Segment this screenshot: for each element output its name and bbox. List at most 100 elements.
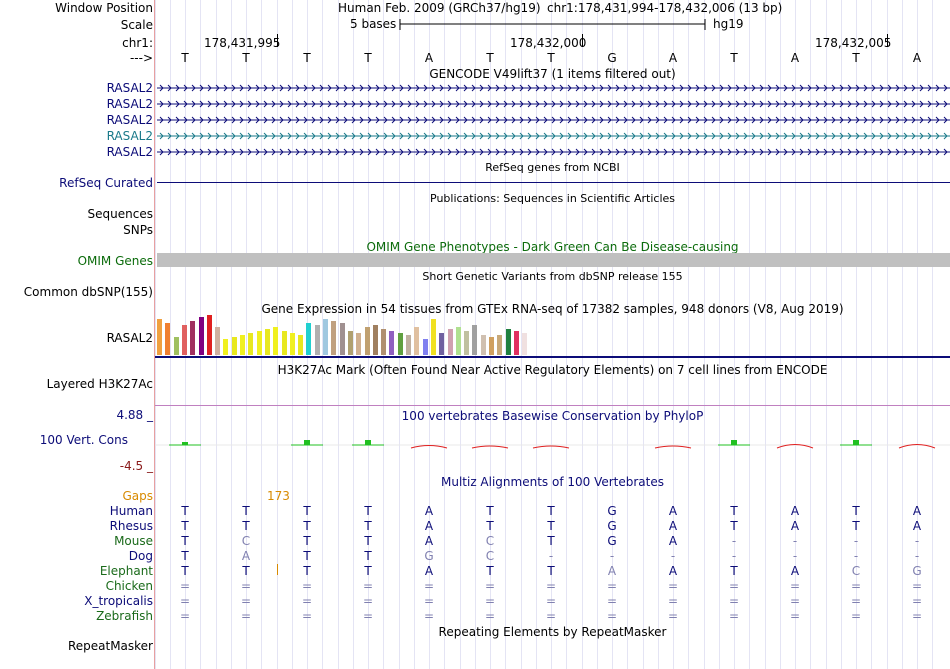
gtex-tissue-bar[interactable] xyxy=(256,331,262,355)
gtex-tissue-bar[interactable] xyxy=(447,329,453,355)
gtex-bar-chart[interactable] xyxy=(157,315,537,355)
species-label[interactable]: Mouse xyxy=(114,534,153,548)
gtex-tissue-bar[interactable] xyxy=(364,327,370,355)
grid-line xyxy=(505,0,506,669)
aligned-base: = xyxy=(484,594,496,608)
gtex-tissue-bar[interactable] xyxy=(289,333,295,355)
gtex-tissue-bar[interactable] xyxy=(306,323,312,355)
gencode-gene-model[interactable] xyxy=(157,99,950,109)
gtex-tissue-bar[interactable] xyxy=(223,339,229,355)
window-position[interactable]: chr1:178,431,994-178,432,006 (13 bp) xyxy=(547,1,783,15)
gtex-tissue-bar[interactable] xyxy=(190,321,196,355)
gtex-tissue-bar[interactable] xyxy=(181,325,187,355)
gencode-gene-label[interactable]: RASAL2 xyxy=(106,113,153,127)
omim-gene-bar[interactable] xyxy=(157,253,950,267)
gtex-label[interactable]: RASAL2 xyxy=(106,331,153,345)
h3k27ac-title[interactable]: H3K27Ac Mark (Often Found Near Active Re… xyxy=(277,363,828,377)
dbsnp-label[interactable]: Common dbSNP(155) xyxy=(23,285,153,299)
species-label[interactable]: X_tropicalis xyxy=(84,594,153,608)
dbsnp-title[interactable]: Short Genetic Variants from dbSNP releas… xyxy=(422,270,683,283)
gtex-tissue-bar[interactable] xyxy=(414,327,420,355)
grid-line xyxy=(566,0,567,669)
gtex-tissue-bar[interactable] xyxy=(489,337,494,355)
gtex-tissue-bar[interactable] xyxy=(356,333,362,355)
multiz-title[interactable]: Multiz Alignments of 100 Vertebrates xyxy=(440,475,665,489)
gtex-tissue-bar[interactable] xyxy=(439,333,445,355)
gtex-tissue-bar[interactable] xyxy=(298,335,304,355)
gtex-tissue-bar[interactable] xyxy=(248,333,254,355)
gtex-tissue-bar[interactable] xyxy=(314,325,320,355)
gencode-title[interactable]: GENCODE V49lift37 (1 items filtered out) xyxy=(429,67,676,81)
repeat-title[interactable]: Repeating Elements by RepeatMasker xyxy=(438,625,667,639)
species-label[interactable]: Elephant xyxy=(99,564,153,578)
reference-base: T xyxy=(730,51,738,65)
gencode-gene-label[interactable]: RASAL2 xyxy=(106,97,153,111)
gtex-tissue-bar[interactable] xyxy=(206,315,212,355)
gtex-tissue-bar[interactable] xyxy=(264,329,270,355)
repeat-label[interactable]: RepeatMasker xyxy=(67,639,153,653)
gencode-gene-model[interactable] xyxy=(157,131,950,141)
gtex-tissue-bar[interactable] xyxy=(157,319,162,355)
gencode-gene-label[interactable]: RASAL2 xyxy=(106,145,153,159)
refseq-title[interactable]: RefSeq genes from NCBI xyxy=(485,161,620,174)
gtex-tissue-bar[interactable] xyxy=(173,337,179,355)
gtex-tissue-bar[interactable] xyxy=(497,335,503,355)
gtex-tissue-bar[interactable] xyxy=(347,331,353,355)
gtex-tissue-bar[interactable] xyxy=(339,323,345,355)
gtex-tissue-bar[interactable] xyxy=(505,329,511,355)
gtex-tissue-bar[interactable] xyxy=(472,325,478,355)
gencode-gene-model[interactable] xyxy=(157,83,950,93)
gtex-tissue-bar[interactable] xyxy=(215,327,221,355)
aligned-base: = xyxy=(850,609,862,623)
gtex-tissue-bar[interactable] xyxy=(480,335,486,355)
gtex-tissue-bar[interactable] xyxy=(397,333,403,355)
gencode-gene-label[interactable]: RASAL2 xyxy=(106,81,153,95)
gtex-tissue-bar[interactable] xyxy=(165,323,171,355)
gencode-gene-model[interactable] xyxy=(157,115,950,125)
sequences-label[interactable]: Sequences xyxy=(87,207,153,221)
species-label[interactable]: Rhesus xyxy=(109,519,153,533)
gtex-tissue-bar[interactable] xyxy=(430,319,436,355)
refseq-gene-line[interactable] xyxy=(157,182,950,183)
gtex-tissue-bar[interactable] xyxy=(331,321,337,355)
aligned-base: C xyxy=(485,549,495,563)
gtex-tissue-bar[interactable] xyxy=(455,327,461,355)
gtex-tissue-bar[interactable] xyxy=(522,333,528,355)
gtex-tissue-bar[interactable] xyxy=(513,331,519,355)
omim-label[interactable]: OMIM Genes xyxy=(77,254,153,268)
publications-title[interactable]: Publications: Sequences in Scientific Ar… xyxy=(430,192,675,205)
species-label[interactable]: Human xyxy=(109,504,153,518)
gtex-tissue-bar[interactable] xyxy=(273,327,279,355)
aligned-base: A xyxy=(668,519,678,533)
aligned-base: = xyxy=(423,594,435,608)
grid-line xyxy=(856,0,857,669)
grid-line xyxy=(444,0,445,669)
gtex-title[interactable]: Gene Expression in 54 tissues from GTEx … xyxy=(261,302,844,316)
gtex-tissue-bar[interactable] xyxy=(464,331,470,355)
gtex-tissue-bar[interactable] xyxy=(381,329,387,355)
aligned-base: T xyxy=(364,564,372,578)
species-label[interactable]: Chicken xyxy=(105,579,153,593)
gtex-tissue-bar[interactable] xyxy=(231,337,237,355)
gencode-gene-label[interactable]: RASAL2 xyxy=(106,129,153,143)
phylop-title[interactable]: 100 vertebrates Basewise Conservation by… xyxy=(401,409,704,423)
gtex-tissue-bar[interactable] xyxy=(323,319,328,355)
gencode-gene-model[interactable] xyxy=(157,147,950,157)
species-label[interactable]: Dog xyxy=(128,549,153,563)
h3k27ac-label[interactable]: Layered H3K27Ac xyxy=(46,377,153,391)
species-label[interactable]: Zebrafish xyxy=(96,609,153,623)
gtex-tissue-bar[interactable] xyxy=(422,339,428,355)
gtex-tissue-bar[interactable] xyxy=(240,335,245,355)
gtex-tissue-bar[interactable] xyxy=(281,331,287,355)
gtex-tissue-bar[interactable] xyxy=(406,335,411,355)
phylop-label[interactable]: 100 Vert. Cons xyxy=(39,433,128,447)
omim-title[interactable]: OMIM Gene Phenotypes - Dark Green Can Be… xyxy=(366,240,739,254)
refseq-label[interactable]: RefSeq Curated xyxy=(59,176,153,190)
grid-line xyxy=(765,0,766,669)
reference-base: A xyxy=(790,51,800,65)
gtex-tissue-bar[interactable] xyxy=(372,325,378,355)
gtex-tissue-bar[interactable] xyxy=(389,331,395,355)
snps-label[interactable]: SNPs xyxy=(123,223,153,237)
gtex-tissue-bar[interactable] xyxy=(198,317,204,355)
phylop-plot[interactable] xyxy=(155,430,950,460)
